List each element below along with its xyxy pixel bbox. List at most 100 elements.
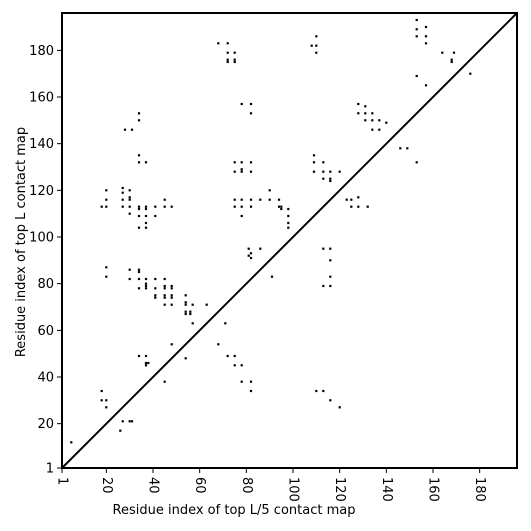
- contact-point-lower: [224, 322, 227, 325]
- contact-point-upper: [357, 196, 360, 199]
- contact-point-upper: [249, 205, 253, 208]
- contact-point-upper: [378, 119, 381, 122]
- contact-point-upper: [329, 177, 332, 180]
- plot-frame: [61, 12, 518, 469]
- contact-point-upper: [105, 205, 108, 208]
- contact-point-upper: [364, 119, 367, 122]
- contact-point-lower: [415, 161, 418, 164]
- y-tick-label: 60: [37, 324, 54, 339]
- contact-point-upper: [105, 198, 108, 201]
- contact-point-upper: [233, 170, 236, 173]
- contact-point-upper: [137, 226, 141, 229]
- contact-point-lower: [270, 275, 274, 278]
- contact-point-upper: [121, 186, 124, 190]
- contact-point-upper: [312, 154, 316, 157]
- y-tick-label: 120: [29, 184, 54, 199]
- contact-point-upper: [154, 277, 157, 281]
- contact-point-upper: [310, 44, 313, 47]
- contact-point-upper: [357, 205, 360, 208]
- contact-point-lower: [247, 254, 250, 257]
- contact-point-lower: [322, 247, 325, 250]
- contact-point-upper: [315, 35, 318, 38]
- contact-point-lower: [240, 364, 243, 367]
- contact-point-upper: [170, 287, 173, 290]
- contact-point-upper: [105, 275, 108, 278]
- contact-point-upper: [163, 277, 166, 281]
- contact-point-lower: [233, 354, 236, 358]
- contact-point-upper: [105, 266, 108, 269]
- contact-point-lower: [249, 252, 253, 255]
- contact-point-lower: [70, 441, 73, 444]
- contact-point-upper: [415, 35, 418, 38]
- contact-point-upper: [163, 198, 166, 201]
- contact-point-upper: [144, 284, 148, 288]
- contact-point-lower: [322, 284, 325, 288]
- contact-point-upper: [322, 170, 325, 173]
- contact-point-upper: [287, 207, 290, 211]
- contact-point-lower: [226, 354, 229, 358]
- contact-point-upper: [240, 198, 243, 201]
- contact-point-upper: [249, 170, 253, 173]
- contact-point-upper: [322, 161, 325, 164]
- contact-point-upper: [268, 189, 271, 192]
- contact-point-upper: [424, 35, 428, 38]
- contact-point-upper: [144, 221, 148, 225]
- contact-point-upper: [144, 161, 148, 164]
- contact-point-upper: [128, 212, 131, 215]
- contact-point-upper: [137, 154, 141, 157]
- contact-point-upper: [364, 112, 367, 115]
- contact-point-upper: [450, 58, 453, 61]
- contact-point-upper: [163, 303, 166, 306]
- contact-point-upper: [137, 277, 141, 281]
- contact-point-upper: [280, 207, 283, 211]
- contact-point-upper: [315, 51, 318, 54]
- contact-point-lower: [249, 389, 253, 393]
- contact-point-upper: [280, 205, 283, 208]
- contact-point-lower: [105, 399, 108, 402]
- contact-point-upper: [424, 25, 428, 29]
- contact-point-lower: [217, 343, 220, 346]
- contact-point-upper: [371, 128, 374, 131]
- contact-point-lower: [105, 406, 108, 409]
- contact-point-lower: [137, 354, 141, 358]
- contact-point-upper: [226, 60, 229, 64]
- contact-point-upper: [385, 121, 388, 124]
- contact-point-upper: [399, 147, 402, 150]
- contact-point-upper: [137, 287, 141, 290]
- contact-point-upper: [357, 112, 360, 115]
- contact-point-upper: [144, 207, 148, 211]
- contact-point-upper: [105, 189, 108, 192]
- contact-point-lower: [329, 247, 332, 250]
- contact-point-upper: [163, 294, 166, 297]
- contact-point-upper: [144, 282, 148, 285]
- y-tick-label: 140: [29, 137, 54, 152]
- x-tick-label: 20: [99, 477, 114, 494]
- contact-point-upper: [154, 205, 157, 208]
- x-tick-label: 1: [55, 477, 70, 485]
- y-tick-label: 180: [29, 44, 54, 59]
- contact-point-lower: [247, 247, 250, 250]
- contact-point-upper: [128, 268, 131, 271]
- contact-point-upper: [249, 102, 253, 106]
- contact-point-upper: [259, 198, 262, 201]
- contact-point-lower: [338, 406, 341, 409]
- contact-point-upper: [144, 214, 148, 218]
- contact-point-upper: [170, 303, 173, 306]
- contact-point-lower: [315, 389, 318, 393]
- contact-point-upper: [415, 28, 418, 31]
- contact-point-lower: [329, 399, 332, 402]
- contact-point-upper: [322, 177, 325, 180]
- contact-point-upper: [123, 128, 127, 131]
- contact-point-lower: [121, 420, 124, 423]
- contact-point-upper: [371, 112, 374, 115]
- x-axis: 1 20 40 60 80 100 120 140 160 180: [55, 468, 487, 502]
- contact-point-upper: [378, 128, 381, 131]
- contact-point-upper: [128, 196, 131, 199]
- contact-point-upper: [315, 44, 318, 47]
- contact-point-upper: [128, 198, 131, 201]
- contact-point-upper: [121, 198, 124, 201]
- contact-point-upper: [137, 161, 141, 164]
- contact-point-upper: [371, 119, 374, 122]
- contact-point-upper: [287, 214, 290, 218]
